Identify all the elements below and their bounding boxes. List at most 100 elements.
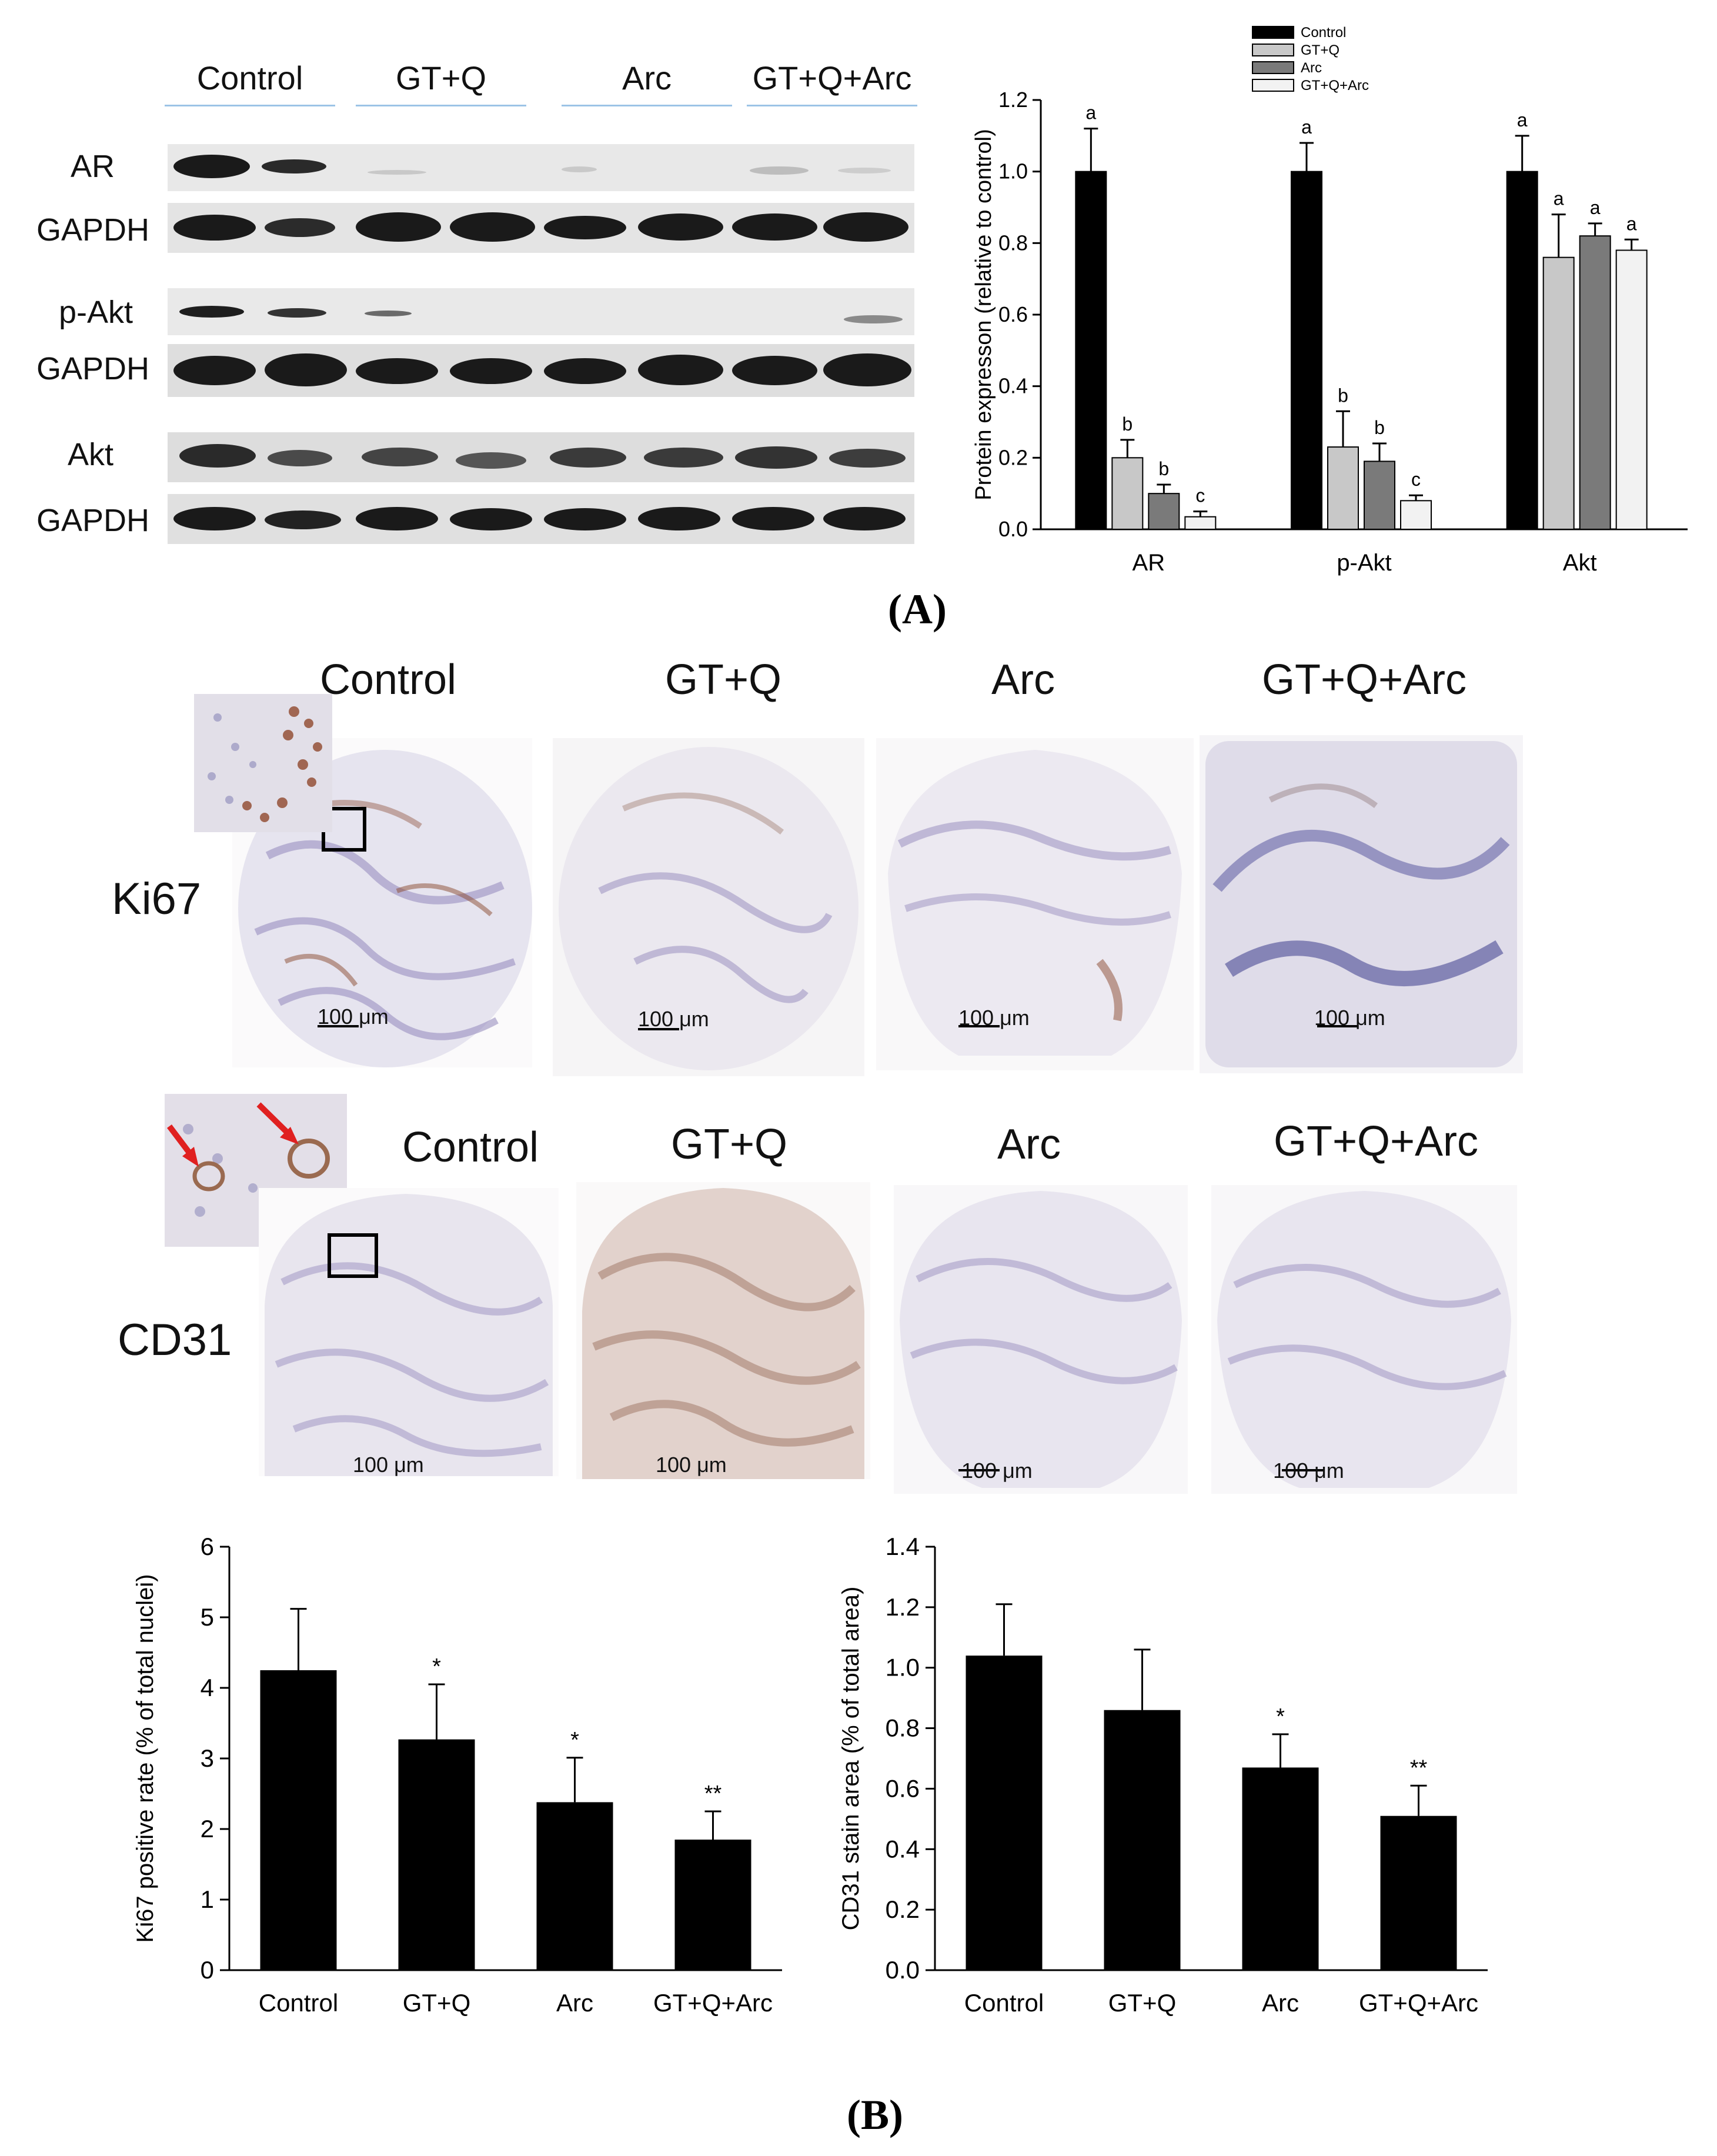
blot-strip-p-akt bbox=[168, 288, 914, 335]
scale-bar-label: 100 μm bbox=[958, 1006, 1030, 1030]
bar bbox=[1291, 171, 1322, 530]
ihc-column-label: GT+Q bbox=[670, 1121, 788, 1168]
y-tick-label: 1 bbox=[201, 1885, 214, 1913]
ihc-inset-ki67 bbox=[194, 694, 332, 832]
significance-letter: a bbox=[1590, 197, 1601, 218]
bar bbox=[1615, 249, 1648, 530]
bar bbox=[1111, 457, 1144, 530]
y-tick-label: 0.0 bbox=[886, 1956, 920, 1984]
x-tick-label: GT+Q bbox=[1108, 1989, 1177, 2017]
bar bbox=[1364, 460, 1395, 530]
significance-mark: ** bbox=[1410, 1755, 1428, 1780]
scale-bar-label: 100 μm bbox=[1314, 1006, 1385, 1030]
blot-group-underline bbox=[165, 105, 335, 106]
bar bbox=[1380, 1815, 1457, 1970]
ihc-column-label: GT+Q+Arc bbox=[1273, 1118, 1479, 1165]
blot-row-label: GAPDH bbox=[36, 212, 150, 248]
bar bbox=[1506, 171, 1538, 530]
legend-swatch bbox=[1252, 26, 1294, 39]
significance-letter: a bbox=[1301, 116, 1312, 138]
bar bbox=[1579, 235, 1611, 530]
bar bbox=[398, 1739, 475, 1970]
bar bbox=[1075, 171, 1107, 530]
significance-letter: b bbox=[1374, 417, 1385, 438]
legend-swatch bbox=[1252, 61, 1294, 74]
ihc-row-label-cd31: CD31 bbox=[118, 1315, 232, 1365]
significance-mark: ** bbox=[704, 1781, 722, 1806]
scale-bar-label: 100 μm bbox=[318, 1004, 389, 1029]
scale-bar-label: 100 μm bbox=[961, 1459, 1033, 1483]
y-tick-label: 1.2 bbox=[886, 1593, 920, 1621]
scale-bar-label: 100 μm bbox=[638, 1007, 709, 1031]
y-tick-label: 0.2 bbox=[886, 1895, 920, 1923]
y-tick-label: 0.0 bbox=[998, 517, 1028, 541]
y-axis-label: Ki67 positive rate (% of total nuclei) bbox=[132, 1574, 158, 1943]
y-tick-label: 3 bbox=[201, 1744, 214, 1772]
significance-letter: a bbox=[1626, 213, 1637, 234]
y-tick-label: 0.4 bbox=[998, 374, 1028, 398]
ihc-image-ki67-gtq-arc bbox=[1200, 735, 1523, 1073]
y-tick-label: 1.0 bbox=[886, 1654, 920, 1681]
y-tick-label: 5 bbox=[201, 1603, 214, 1631]
panel-label-b: (B) bbox=[847, 2091, 903, 2138]
scale-bar-label: 100 μm bbox=[656, 1453, 727, 1477]
blot-group-label: Control bbox=[196, 59, 303, 96]
blot-group-label: Arc bbox=[622, 59, 672, 96]
ihc-image-ki67-gtq bbox=[553, 738, 864, 1076]
blot-row-label: Akt bbox=[68, 437, 114, 472]
bar bbox=[536, 1802, 613, 1970]
ihc-column-label: GT+Q+Arc bbox=[1261, 656, 1467, 703]
legend-swatch bbox=[1252, 44, 1294, 56]
bar bbox=[1242, 1767, 1319, 1970]
y-tick-label: 0.2 bbox=[998, 445, 1028, 469]
arrow-icon bbox=[167, 1102, 299, 1167]
ihc-column-label: Control bbox=[402, 1124, 539, 1171]
blot-row-label: GAPDH bbox=[36, 351, 150, 386]
bar bbox=[1148, 493, 1180, 530]
blot-strip-gapdh-1 bbox=[168, 203, 914, 253]
y-tick-label: 1.4 bbox=[886, 1533, 920, 1560]
x-tick-label: GT+Q+Arc bbox=[653, 1989, 773, 2017]
blot-group-underline bbox=[562, 105, 732, 106]
y-tick-label: 0.4 bbox=[886, 1835, 920, 1863]
y-tick-label: 0.8 bbox=[886, 1714, 920, 1742]
significance-letter: c bbox=[1411, 469, 1421, 490]
significance-letter: b bbox=[1122, 413, 1133, 435]
x-tick-label: Arc bbox=[556, 1989, 593, 2017]
blot-strip-gapdh-3 bbox=[168, 494, 914, 544]
ihc-column-label: Control bbox=[319, 656, 457, 703]
x-tick-label: Arc bbox=[1262, 1989, 1299, 2017]
legend-label: GT+Q bbox=[1301, 42, 1339, 58]
ki67-positive-rate-chart: 0 1 2 3 4 5 6 Ki67 positive rate (% of total nu… bbox=[132, 1533, 782, 2017]
significance-letter: b bbox=[1338, 385, 1348, 406]
blot-group-underline bbox=[747, 105, 917, 106]
significance-mark: * bbox=[432, 1654, 441, 1679]
blot-row-label: AR bbox=[71, 149, 115, 184]
y-axis-label: Protein expresson (relative to control) bbox=[971, 129, 996, 500]
bar bbox=[1184, 516, 1217, 530]
ihc-image-ki67-arc bbox=[876, 738, 1194, 1070]
y-tick-label: 1.0 bbox=[998, 159, 1028, 183]
blot-row-label: p-Akt bbox=[59, 295, 133, 330]
ihc-image-cd31-control bbox=[259, 1188, 559, 1476]
y-axis-label: CD31 stain area (% of total area) bbox=[838, 1587, 864, 1931]
blot-strip-ar bbox=[168, 144, 914, 191]
x-tick-label: Control bbox=[964, 1989, 1044, 2017]
blot-strip-akt bbox=[168, 432, 914, 482]
y-tick-label: 6 bbox=[201, 1533, 214, 1560]
x-tick-label: p-Akt bbox=[1337, 550, 1391, 576]
significance-letter: a bbox=[1085, 102, 1096, 124]
x-tick-label: Akt bbox=[1563, 550, 1597, 576]
ihc-image-ki67-control bbox=[232, 738, 532, 1067]
blot-group-label: GT+Q+Arc bbox=[752, 59, 912, 96]
significance-mark: * bbox=[570, 1728, 579, 1753]
legend-label: Control bbox=[1301, 25, 1346, 41]
blot-row-label: GAPDH bbox=[36, 503, 150, 538]
bar bbox=[1400, 500, 1432, 530]
ihc-row-label-ki67: Ki67 bbox=[112, 874, 202, 924]
bar bbox=[674, 1840, 751, 1970]
x-tick-label: GT+Q+Arc bbox=[1359, 1989, 1478, 2017]
y-tick-label: 1.2 bbox=[998, 88, 1028, 112]
y-tick-label: 0.8 bbox=[998, 231, 1028, 255]
